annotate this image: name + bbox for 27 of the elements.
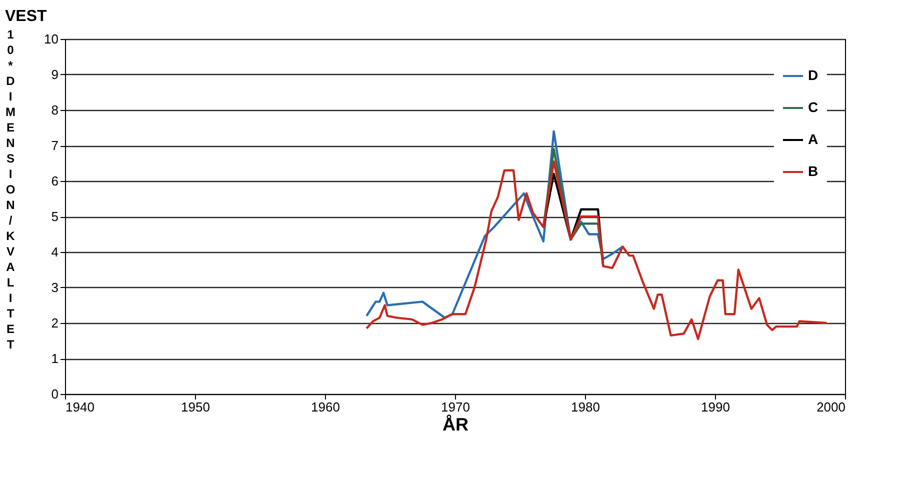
y-tick-label: 2	[51, 316, 58, 330]
text: 10* DIMENSION/KVALITET	[6, 28, 16, 352]
legend-label: B	[808, 163, 818, 179]
line-series	[366, 160, 828, 340]
x-tick-label: 1970	[441, 400, 470, 414]
y-tick-label: 3	[51, 280, 58, 295]
x-axis-title: ÅR	[442, 414, 468, 434]
y-tick-label: 8	[51, 102, 58, 118]
x-tick-label: 1940	[66, 400, 94, 414]
y-tick-label: 0	[51, 386, 58, 402]
x-tick-label: 1950	[181, 400, 210, 414]
legend-label: A	[808, 131, 818, 147]
chart-title: VEST	[5, 8, 48, 25]
line-series	[366, 130, 624, 319]
x-tick-label: 2000	[816, 400, 846, 414]
x-tick-label: 1980	[571, 400, 600, 414]
y-tick-label: 9	[51, 67, 58, 82]
y-tick-label: 10	[44, 32, 58, 46]
x-tick-label: 1990	[701, 400, 730, 414]
y-tick-label: 6	[51, 174, 58, 188]
legend-label: C	[808, 99, 818, 115]
legend-label: D	[808, 67, 818, 83]
y-tick-label: 1	[51, 351, 58, 366]
y-tick-label: 4	[51, 244, 58, 260]
y-tick-label: 7	[51, 138, 58, 153]
x-tick-label: 1960	[311, 400, 340, 414]
y-tick-label: 5	[51, 209, 58, 224]
